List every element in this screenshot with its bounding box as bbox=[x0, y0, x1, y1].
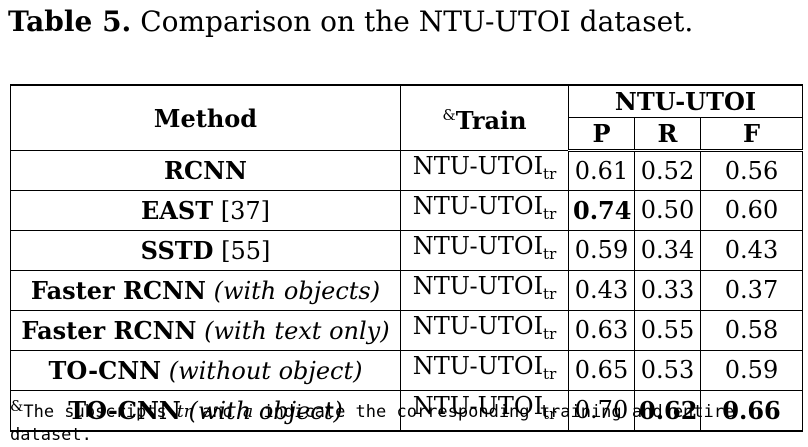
header-dataset: NTU-UTOI bbox=[568, 84, 803, 118]
train-mark: & bbox=[442, 106, 456, 124]
train-subscript: tr bbox=[543, 405, 557, 423]
method-name: Faster RCNN bbox=[21, 315, 197, 345]
score-r: 0.34 bbox=[634, 230, 701, 271]
train-cell: NTU-UTOItr bbox=[400, 270, 569, 311]
method-cell: TO-CNN (without object) bbox=[10, 350, 401, 391]
table-row: SSTD [55] NTU-UTOItr 0.59 0.34 0.43 bbox=[10, 230, 803, 271]
score-f: 0.59 bbox=[700, 350, 803, 391]
train-value: NTU-UTOI bbox=[412, 352, 544, 380]
caption-label: Table 5. bbox=[8, 5, 132, 38]
method-variant: (with object) bbox=[188, 396, 343, 425]
method-cell: TO-CNN (with object) bbox=[10, 390, 401, 432]
table-caption: Table 5. Comparison on the NTU-UTOI data… bbox=[8, 4, 693, 40]
table-row: TO-CNN (with object) NTU-UTOItr 0.70 0.62 0.… bbox=[10, 390, 803, 432]
footnote-text-2: and bbox=[191, 402, 244, 422]
train-subscript: tr bbox=[543, 285, 557, 303]
method-name: RCNN bbox=[164, 155, 247, 185]
method-ref: [55] bbox=[221, 236, 271, 265]
method-name: SSTD bbox=[140, 235, 214, 265]
train-cell: NTU-UTOItr bbox=[400, 190, 569, 231]
table-body: RCNN NTU-UTOItr 0.61 0.52 0.56 EAST [37] NTU-U… bbox=[10, 150, 803, 432]
train-subscript: tr bbox=[543, 165, 557, 183]
header-p: P bbox=[568, 117, 635, 152]
score-r: 0.50 bbox=[634, 190, 701, 231]
method-name: Faster RCNN bbox=[30, 275, 206, 305]
method-cell: Faster RCNN (with objects) bbox=[10, 270, 401, 311]
train-cell: NTU-UTOItr bbox=[400, 310, 569, 351]
footnote-text-3: indicate the corresponding training and … bbox=[10, 402, 735, 445]
score-f: 0.37 bbox=[700, 270, 803, 311]
header-f: F bbox=[700, 117, 803, 152]
train-subscript: tr bbox=[543, 205, 557, 223]
train-value: NTU-UTOI bbox=[412, 272, 544, 300]
comparison-table: Method &Train NTU-UTOI P R F RCNN NTU-UTO… bbox=[10, 84, 803, 432]
train-cell: NTU-UTOItr bbox=[400, 150, 569, 191]
method-cell: SSTD [55] bbox=[10, 230, 401, 271]
method-name: TO-CNN bbox=[68, 395, 181, 425]
score-p: 0.65 bbox=[568, 350, 635, 391]
table-row: EAST [37] NTU-UTOItr 0.74 0.50 0.60 bbox=[10, 190, 803, 231]
footnote-tr: tr bbox=[176, 402, 192, 422]
score-f: 0.66 bbox=[700, 390, 803, 432]
score-p: 0.61 bbox=[568, 150, 635, 191]
train-subscript: tr bbox=[543, 365, 557, 383]
header-r: R bbox=[634, 117, 701, 152]
table-row: RCNN NTU-UTOItr 0.61 0.52 0.56 bbox=[10, 150, 803, 191]
score-p: 0.63 bbox=[568, 310, 635, 351]
train-subscript: tr bbox=[543, 245, 557, 263]
score-p: 0.59 bbox=[568, 230, 635, 271]
score-r: 0.53 bbox=[634, 350, 701, 391]
score-p: 0.74 bbox=[568, 190, 635, 231]
method-cell: EAST [37] bbox=[10, 190, 401, 231]
train-value: NTU-UTOI bbox=[412, 312, 544, 340]
score-f: 0.58 bbox=[700, 310, 803, 351]
train-value: NTU-UTOI bbox=[412, 392, 544, 420]
footnote-mark: & bbox=[10, 397, 24, 415]
footnote-text-1: The subscripts bbox=[23, 402, 177, 422]
method-cell: Faster RCNN (with text only) bbox=[10, 310, 401, 351]
score-r: 0.52 bbox=[634, 150, 701, 191]
header-method: Method bbox=[10, 84, 401, 151]
method-variant: (without object) bbox=[168, 356, 363, 385]
score-r: 0.55 bbox=[634, 310, 701, 351]
train-cell: NTU-UTOItr bbox=[400, 390, 569, 432]
score-r: 0.33 bbox=[634, 270, 701, 311]
footnote-a: a bbox=[243, 402, 254, 422]
method-name: EAST bbox=[140, 195, 214, 225]
train-value: NTU-UTOI bbox=[412, 152, 544, 180]
method-cell: RCNN bbox=[10, 150, 401, 191]
score-f: 0.43 bbox=[700, 230, 803, 271]
score-f: 0.60 bbox=[700, 190, 803, 231]
header-row-2: P R F bbox=[11, 117, 803, 152]
score-p: 0.43 bbox=[568, 270, 635, 311]
train-value: NTU-UTOI bbox=[412, 192, 544, 220]
table-row: Faster RCNN (with text only) NTU-UTOItr 0.… bbox=[10, 310, 803, 351]
train-value: NTU-UTOI bbox=[412, 232, 544, 260]
score-r: 0.62 bbox=[634, 390, 701, 432]
table-row: Faster RCNN (with objects) NTU-UTOItr 0.43… bbox=[10, 270, 803, 311]
train-cell: NTU-UTOItr bbox=[400, 350, 569, 391]
header-train: &Train bbox=[400, 84, 569, 151]
method-ref: [37] bbox=[220, 196, 270, 225]
train-subscript: tr bbox=[543, 325, 557, 343]
train-label: Train bbox=[455, 106, 527, 135]
footnote: &The subscripts tr and a indicate the co… bbox=[10, 395, 802, 447]
method-variant: (with text only) bbox=[204, 316, 390, 345]
method-name: TO-CNN bbox=[48, 355, 162, 385]
caption-text: Comparison on the NTU-UTOI dataset. bbox=[140, 5, 694, 38]
train-cell: NTU-UTOItr bbox=[400, 230, 569, 271]
header-row-1: Method &Train NTU-UTOI bbox=[10, 84, 803, 151]
score-f: 0.56 bbox=[700, 150, 803, 191]
method-variant: (with objects) bbox=[213, 276, 381, 305]
table-row: TO-CNN (without object) NTU-UTOItr 0.65 0.5… bbox=[10, 350, 803, 391]
